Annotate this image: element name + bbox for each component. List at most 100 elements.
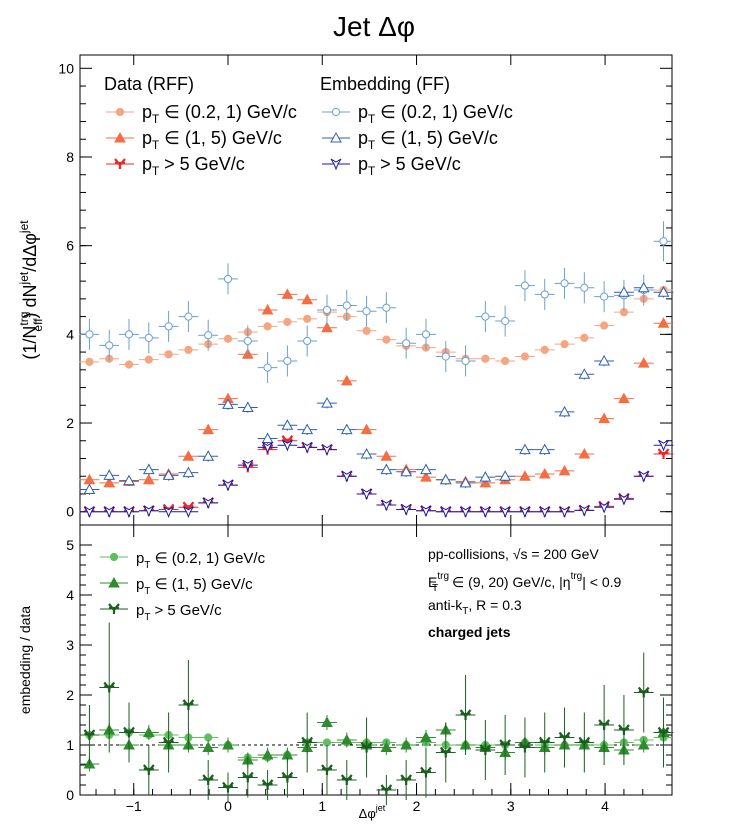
top-point — [281, 439, 293, 452]
top-point — [382, 303, 391, 312]
top-point — [362, 307, 371, 316]
top-point — [281, 288, 294, 299]
top-point — [638, 470, 650, 483]
ratio-ytick-label: 5 — [66, 537, 74, 553]
top-point — [479, 471, 492, 482]
top-point — [598, 501, 610, 514]
ratio-point — [241, 771, 254, 783]
top-point — [142, 463, 155, 475]
top-point — [142, 473, 155, 485]
top-point — [184, 312, 193, 321]
ratio-ytick-label: 0 — [66, 787, 74, 803]
info-box: pp-collisions, √s = 200 GeV Etrg T ∈ (9, … — [428, 546, 622, 640]
legend-ratio-2-label: pT > 5 GeV/c — [136, 602, 222, 623]
top-point — [499, 470, 511, 481]
top-point — [402, 339, 411, 348]
top-series-emb_high — [79, 439, 674, 519]
top-point — [460, 506, 471, 519]
ratio-point — [301, 736, 314, 748]
top-point — [263, 322, 272, 331]
ratio-point — [459, 709, 472, 720]
top-point — [560, 339, 569, 349]
top-point — [164, 350, 173, 359]
ratio-point — [360, 741, 373, 753]
top-point — [223, 274, 233, 284]
ratio-point — [637, 686, 650, 698]
ratio-point — [142, 764, 155, 775]
top-point — [441, 352, 450, 361]
top-point — [420, 505, 432, 518]
top-point — [321, 444, 333, 456]
top-point — [143, 505, 155, 518]
top-point — [578, 448, 591, 459]
top-point — [162, 469, 175, 480]
ratio-point — [202, 741, 215, 752]
ratio-point — [261, 779, 274, 790]
top-ytick-label: 6 — [66, 238, 74, 254]
ratio-point — [222, 781, 234, 793]
top-point — [202, 497, 214, 510]
legend-emb-0-label: pT ∈ (0.2, 1) GeV/c — [358, 102, 513, 126]
top-point — [123, 474, 135, 486]
top-point — [222, 398, 234, 409]
legend-data-2: pT > 5 GeV/c — [106, 154, 245, 178]
top-point — [243, 336, 252, 346]
top-point — [342, 301, 351, 310]
top-point — [362, 326, 371, 335]
info-jet-type: charged jets — [428, 624, 511, 640]
info-algorithm: anti-kT, R = 0.3 — [428, 597, 522, 617]
ratio-point — [321, 764, 333, 775]
top-point — [263, 363, 272, 372]
top-point — [637, 281, 650, 293]
top-legend: Data (RFF) Embedding (FF) pT ∈ (0.2, 1) … — [104, 74, 513, 178]
top-point — [241, 401, 254, 412]
ratio-xlabel: Δφjet — [359, 803, 386, 821]
ratio-point — [340, 733, 353, 745]
top-point — [618, 392, 630, 404]
ratio-point — [618, 724, 630, 735]
ratio-point — [222, 738, 234, 750]
ratio-ytick-label: 3 — [66, 637, 74, 653]
ratio-legend: pT ∈ (0.2, 1) GeV/c pT ∈ (1, 5) GeV/c pT >… — [100, 550, 266, 623]
top-ytick-label: 2 — [66, 415, 74, 431]
top-point — [222, 479, 234, 492]
top-point — [123, 506, 135, 519]
top-point — [303, 336, 312, 346]
legend-data-0-label: pT ∈ (0.2, 1) GeV/c — [142, 102, 297, 126]
top-point — [600, 321, 609, 330]
ratio-xtick-label: 3 — [507, 798, 515, 814]
top-point — [144, 333, 153, 342]
top-point — [182, 506, 194, 519]
top-point — [380, 499, 392, 512]
top-point — [658, 439, 669, 452]
legend-header-embedding: Embedding (FF) — [320, 74, 450, 94]
top-point — [103, 469, 116, 480]
legend-emb-1-marker — [330, 131, 342, 143]
top-point — [519, 506, 531, 519]
top-point — [83, 483, 96, 495]
top-point — [598, 354, 610, 366]
top-point — [578, 368, 591, 379]
top-point — [520, 352, 530, 361]
legend-emb-1-label: pT ∈ (1, 5) GeV/c — [358, 128, 498, 152]
ratio-series-ratio_high — [79, 622, 674, 805]
top-point — [560, 279, 569, 288]
top-point — [421, 330, 431, 339]
legend-emb-2-marker — [330, 158, 342, 171]
legend-ratio-1: pT ∈ (1, 5) GeV/c — [100, 576, 253, 597]
top-point — [657, 448, 670, 460]
top-point — [85, 357, 94, 366]
top-point — [283, 317, 292, 327]
top-point — [580, 283, 589, 292]
top-point — [400, 504, 412, 516]
top-point — [301, 423, 314, 435]
top-panel-series — [79, 221, 674, 519]
ratio-point — [162, 736, 175, 748]
top-ytick-label: 4 — [66, 326, 74, 342]
top-point — [184, 345, 193, 354]
top-point — [481, 354, 490, 363]
top-point — [558, 464, 571, 476]
ratio-point — [142, 726, 155, 737]
top-point — [600, 292, 609, 301]
